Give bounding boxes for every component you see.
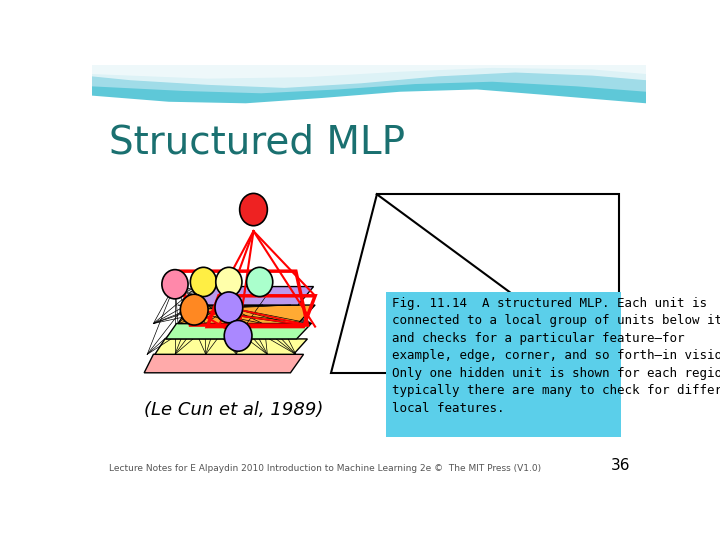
Ellipse shape bbox=[246, 267, 273, 296]
Polygon shape bbox=[178, 305, 315, 323]
Ellipse shape bbox=[216, 267, 242, 296]
Text: (Le Cun et al, 1989): (Le Cun et al, 1989) bbox=[144, 401, 323, 419]
Ellipse shape bbox=[240, 193, 267, 226]
Ellipse shape bbox=[190, 267, 217, 296]
Polygon shape bbox=[330, 194, 619, 373]
Ellipse shape bbox=[224, 320, 252, 351]
Polygon shape bbox=[92, 65, 647, 93]
Text: 36: 36 bbox=[611, 458, 631, 473]
FancyBboxPatch shape bbox=[386, 292, 621, 437]
Polygon shape bbox=[166, 323, 311, 339]
Text: Fig. 11.14  A structured MLP. Each unit is
connected to a local group of units b: Fig. 11.14 A structured MLP. Each unit i… bbox=[392, 296, 720, 415]
Polygon shape bbox=[92, 65, 647, 79]
Ellipse shape bbox=[162, 269, 188, 299]
Ellipse shape bbox=[180, 294, 208, 325]
Ellipse shape bbox=[215, 292, 243, 323]
Text: Lecture Notes for E Alpaydin 2010 Introduction to Machine Learning 2e ©  The MIT: Lecture Notes for E Alpaydin 2010 Introd… bbox=[109, 464, 541, 473]
Polygon shape bbox=[92, 65, 647, 103]
Polygon shape bbox=[155, 339, 307, 354]
Polygon shape bbox=[190, 287, 314, 305]
Polygon shape bbox=[144, 354, 304, 373]
Text: Structured MLP: Structured MLP bbox=[109, 123, 405, 161]
Polygon shape bbox=[92, 65, 647, 88]
